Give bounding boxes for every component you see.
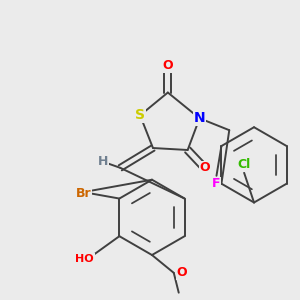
Text: Br: Br <box>76 187 92 200</box>
Text: N: N <box>194 111 205 125</box>
Text: HO: HO <box>75 254 94 264</box>
Text: Cl: Cl <box>238 158 251 171</box>
Text: O: O <box>199 161 210 174</box>
Text: F: F <box>212 177 221 190</box>
Text: O: O <box>163 59 173 72</box>
Text: H: H <box>98 155 109 168</box>
Text: S: S <box>135 108 145 122</box>
Text: O: O <box>176 266 187 279</box>
